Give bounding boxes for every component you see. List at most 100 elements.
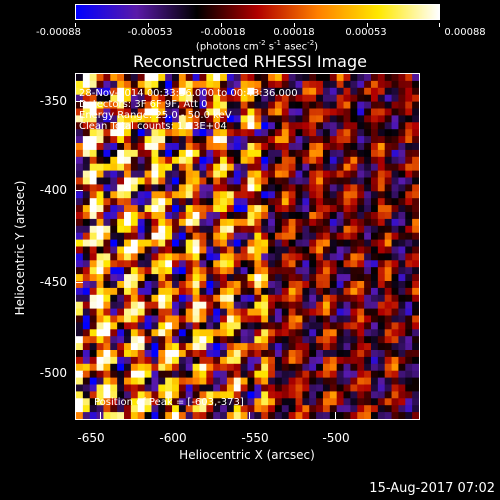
heatmap-cell [117,101,125,109]
heatmap-cell [350,184,358,192]
heatmap-cell [343,191,351,199]
heatmap-cell [391,384,399,392]
heatmap-cell [350,80,358,89]
heatmap-cell [130,391,139,399]
heatmap-cell [391,412,399,419]
heatmap-cell [206,405,214,413]
heatmap-cell [309,253,317,261]
heatmap-cell [329,405,338,413]
heatmap-cell [302,260,310,268]
heatmap-cell [322,253,331,261]
heatmap-cell [254,281,262,289]
heatmap-cell [343,308,351,316]
heatmap-cell [206,129,214,137]
heatmap-cell [220,267,228,275]
heatmap-cell [391,274,399,282]
heatmap-cell [82,350,91,358]
heatmap-cell [398,315,406,323]
heatmap-cell [412,287,419,296]
heatmap-cell [178,356,187,365]
heatmap-cell [76,225,84,234]
heatmap-cell [82,398,91,406]
heatmap-cell [316,253,324,261]
heatmap-cell [137,108,145,116]
heatmap-cell [144,198,152,206]
heatmap-cell [206,232,214,240]
heatmap-cell [281,356,290,365]
heatmap-cell [364,363,372,372]
heatmap-cell [329,246,338,254]
heatmap-cell [302,267,310,275]
heatmap-cell [137,322,145,330]
heatmap-cell [336,322,344,330]
heatmap-cell [89,205,97,213]
heatmap-cell [343,232,351,240]
heatmap-cell [309,136,317,144]
heatmap-cell [281,191,290,199]
heatmap-cell [295,74,303,82]
heatmap-cell [398,329,406,337]
heatmap-cell [322,143,331,151]
heatmap-cell [288,315,296,323]
heatmap-cell [370,377,379,385]
heatmap-cell [281,101,290,109]
heatmap-cell [302,336,310,344]
heatmap-cell [124,246,132,254]
colorbar-gradient [76,5,439,19]
heatmap-cell [158,370,166,378]
heatmap-cell [364,80,372,89]
heatmap-cell [268,239,276,247]
heatmap-cell [240,101,248,109]
heatmap-cell [124,74,132,82]
heatmap-cell [281,232,290,240]
heatmap-cell [185,329,194,337]
heatmap-cell [391,129,399,137]
heatmap-cell [316,218,324,227]
heatmap-cell [89,356,97,365]
heatmap-cell [240,94,248,102]
heatmap-cell [89,343,97,351]
heatmap-cell [322,232,331,240]
heatmap-cell [274,301,283,309]
heatmap-cell [117,363,125,372]
heatmap-cell [240,294,248,303]
heatmap-cell [350,239,358,247]
heatmap-cell [302,246,310,254]
heatmap-cell [309,315,317,323]
heatmap-cell [89,177,97,185]
heatmap-cell [103,149,111,158]
heatmap-cell [281,370,290,378]
heatmap-cell [247,108,255,116]
heatmap-cell [220,74,228,82]
heatmap-cell [103,198,111,206]
heatmap-cell [206,377,214,385]
heatmap-cell [206,108,214,116]
info-detectors: Detectors: 3F 6F 9F, Att 0 [79,99,208,110]
heatmap-cell [103,343,111,351]
heatmap-cell [268,212,276,220]
heatmap-cell [391,212,399,220]
heatmap-cell [158,94,166,102]
heatmap-cell [302,163,310,171]
heatmap-cell [130,343,139,351]
heatmap-cell [206,122,214,130]
heatmap-cell [274,260,283,268]
heatmap-cell [370,253,379,261]
heatmap-cell [316,198,324,206]
heatmap-cell [322,149,331,158]
heatmap-cell [117,191,125,199]
heatmap-cell [254,260,262,268]
heatmap-cell [240,412,248,419]
heatmap-cell [377,391,386,399]
heatmap-cell [110,191,118,199]
heatmap-cell [247,115,255,123]
heatmap-cell [336,212,344,220]
heatmap-cell [377,315,386,323]
heatmap-cell [329,398,338,406]
heatmap-cell [213,87,221,96]
heatmap-cell [185,218,194,227]
heatmap-cell [302,253,310,261]
heatmap-cell [158,391,166,399]
heatmap-cell [343,370,351,378]
heatmap-cell [165,94,173,102]
